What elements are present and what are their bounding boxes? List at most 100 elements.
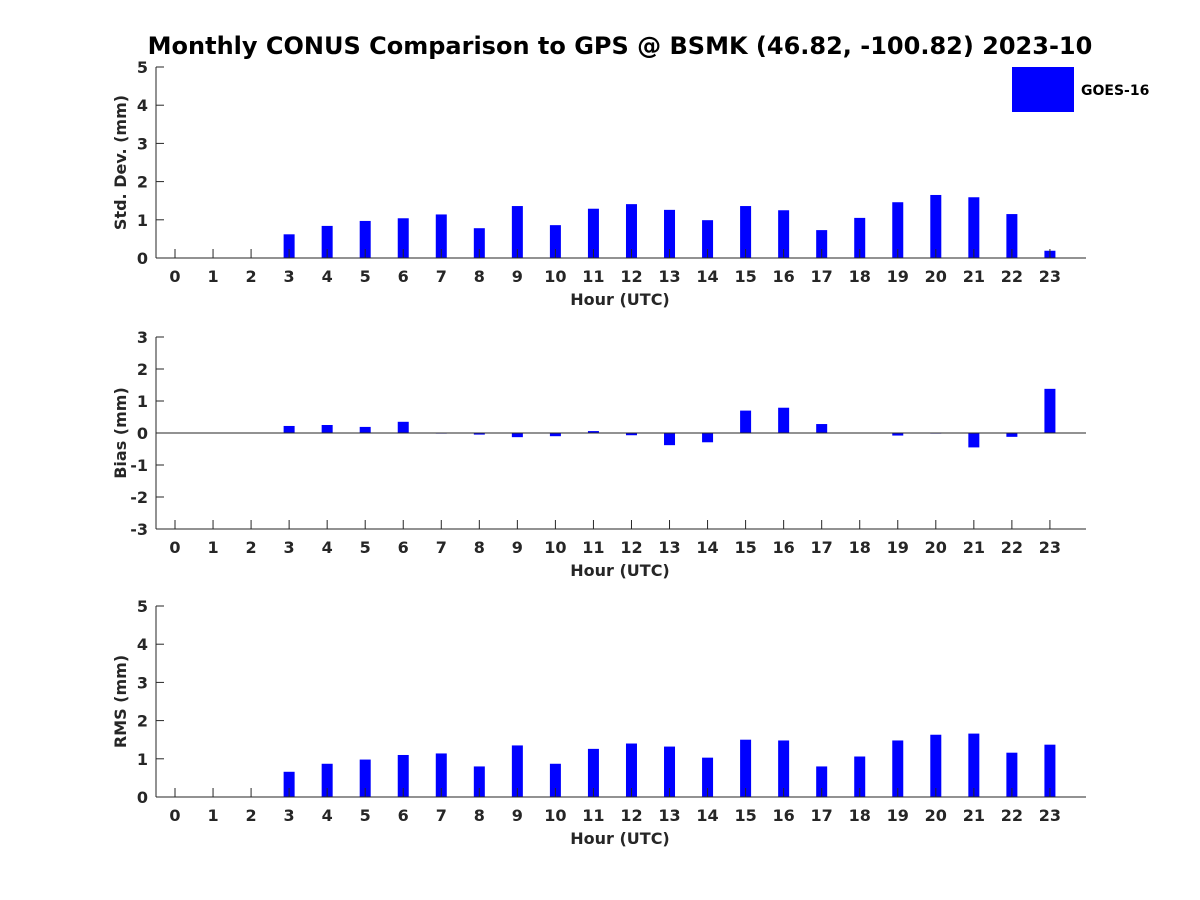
bar-panel1-hour-14: [702, 220, 714, 258]
bar-panel1-hour-6: [397, 218, 409, 258]
x-tick-label: 21: [963, 538, 985, 557]
legend: GOES-16: [1012, 67, 1149, 112]
x-tick-label: 1: [207, 538, 218, 557]
x-tick-label: 2: [246, 267, 257, 286]
x-tick-label: 21: [963, 267, 985, 286]
y-axis-label: Bias (mm): [111, 387, 130, 479]
x-tick-label: 14: [696, 538, 718, 557]
bar-panel3-hour-6: [397, 754, 409, 797]
x-tick-label: 21: [963, 806, 985, 825]
x-tick-label: 8: [474, 267, 485, 286]
x-tick-label: 23: [1039, 538, 1061, 557]
x-tick-label: 20: [925, 267, 947, 286]
bar-panel3-hour-23: [1044, 744, 1056, 797]
bar-panel1-hour-20: [930, 194, 942, 258]
x-tick-label: 5: [360, 267, 371, 286]
bar-panel2-hour-10: [549, 433, 561, 437]
x-tick-label: 11: [582, 267, 604, 286]
bar-panel1-hour-7: [435, 214, 447, 258]
x-tick-label: 10: [544, 267, 566, 286]
x-tick-label: 15: [734, 538, 756, 557]
bar-panel3-hour-8: [473, 766, 485, 797]
bar-panel1-hour-22: [1006, 214, 1018, 258]
bar-panel3-hour-17: [816, 766, 828, 797]
x-axis-label: Hour (UTC): [570, 829, 670, 848]
bar-panel3-hour-22: [1006, 752, 1018, 797]
y-tick-label: 5: [137, 58, 148, 77]
bar-panel3-hour-7: [435, 753, 447, 797]
bar-panel2-hour-9: [511, 433, 523, 438]
y-tick-label: 5: [137, 597, 148, 616]
bar-panel3-hour-15: [740, 739, 752, 797]
x-tick-label: 18: [849, 538, 871, 557]
x-tick-label: 19: [887, 538, 909, 557]
bar-panel1-hour-9: [511, 206, 523, 258]
y-tick-label: -1: [130, 456, 148, 475]
x-tick-label: 16: [773, 806, 795, 825]
x-tick-label: 6: [398, 538, 409, 557]
x-axis-label: Hour (UTC): [570, 561, 670, 580]
x-tick-label: 10: [544, 538, 566, 557]
x-tick-label: 2: [246, 538, 257, 557]
bar-panel1-hour-16: [778, 210, 790, 258]
bar-panel1-hour-8: [473, 228, 485, 258]
x-tick-label: 7: [436, 806, 447, 825]
x-tick-label: 22: [1001, 538, 1023, 557]
x-tick-label: 16: [773, 538, 795, 557]
y-tick-label: 0: [137, 424, 148, 443]
y-tick-label: 1: [137, 211, 148, 230]
bar-panel3-hour-16: [778, 740, 790, 797]
x-tick-label: 6: [398, 806, 409, 825]
bar-panel1-hour-19: [892, 202, 904, 258]
x-tick-label: 14: [696, 267, 718, 286]
bar-panel2-hour-8: [473, 433, 485, 435]
bar-panel3-hour-13: [664, 746, 676, 797]
y-tick-label: 3: [137, 673, 148, 692]
bar-panel3-hour-18: [854, 756, 866, 797]
bar-panel2-hour-14: [702, 433, 714, 443]
x-tick-label: 17: [811, 806, 833, 825]
x-tick-label: 4: [322, 806, 333, 825]
x-tick-label: 13: [658, 806, 680, 825]
bar-panel3-hour-11: [587, 748, 599, 797]
bar-panel1-hour-12: [625, 204, 637, 258]
x-tick-label: 0: [169, 538, 180, 557]
x-tick-label: 3: [284, 806, 295, 825]
bar-panel3-hour-3: [283, 771, 295, 797]
x-tick-label: 6: [398, 267, 409, 286]
bar-panel3-hour-19: [892, 740, 904, 797]
bar-panel2-hour-3: [283, 425, 295, 433]
bar-panel3-hour-10: [549, 763, 561, 797]
x-tick-label: 3: [284, 267, 295, 286]
bar-panel1-hour-17: [816, 230, 828, 258]
bar-panel3-hour-21: [968, 733, 980, 797]
bar-panel2-hour-15: [740, 410, 752, 433]
bar-panel2-hour-5: [359, 426, 371, 433]
x-tick-label: 17: [811, 538, 833, 557]
chart-title: Monthly CONUS Comparison to GPS @ BSMK (…: [148, 32, 1093, 60]
x-tick-label: 4: [322, 267, 333, 286]
y-tick-label: -2: [130, 488, 148, 507]
bar-panel3-hour-4: [321, 763, 333, 797]
bar-panel1-hour-3: [283, 234, 295, 258]
y-tick-label: 2: [137, 712, 148, 731]
bar-panel2-hour-13: [664, 433, 676, 446]
y-tick-label: 1: [137, 392, 148, 411]
x-tick-label: 22: [1001, 267, 1023, 286]
x-tick-label: 11: [582, 806, 604, 825]
x-tick-label: 16: [773, 267, 795, 286]
bar-panel2-hour-6: [397, 421, 409, 433]
bar-panel3-hour-14: [702, 757, 714, 797]
bar-panel1-hour-4: [321, 225, 333, 258]
bar-panel2-hour-17: [816, 424, 828, 433]
bar-panel2-hour-23: [1044, 388, 1056, 433]
x-tick-label: 9: [512, 267, 523, 286]
legend-swatch: [1012, 67, 1074, 112]
x-tick-label: 11: [582, 538, 604, 557]
x-tick-label: 5: [360, 806, 371, 825]
bar-panel1-hour-13: [664, 209, 676, 258]
x-tick-label: 3: [284, 538, 295, 557]
